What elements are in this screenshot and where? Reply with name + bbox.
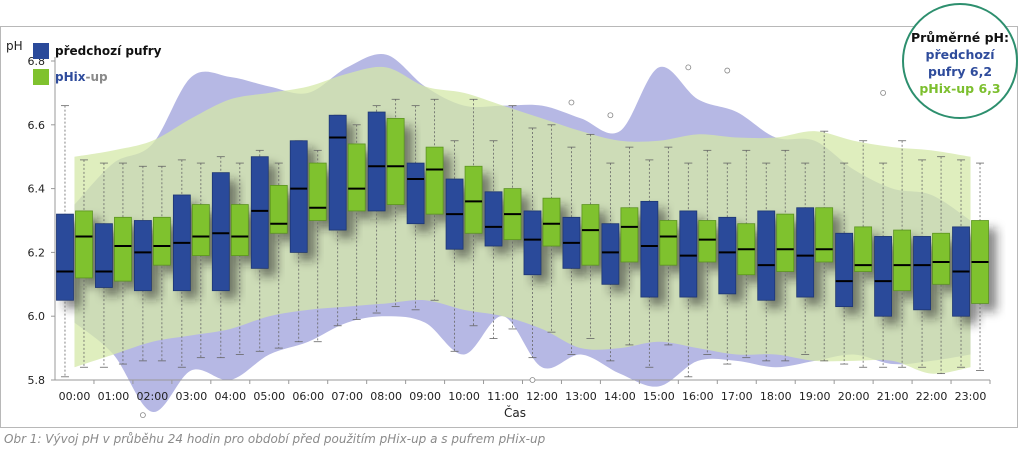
box-prev bbox=[640, 200, 659, 298]
x-tick-label: 23:00 bbox=[955, 390, 987, 403]
badge-prev-line1: předchozí bbox=[925, 47, 995, 62]
y-tick-label: 6.0 bbox=[28, 310, 46, 323]
x-tick-label: 20:00 bbox=[838, 390, 870, 403]
x-tick-label: 16:00 bbox=[682, 390, 714, 403]
box-prev bbox=[95, 223, 113, 288]
box-phix bbox=[269, 185, 288, 234]
box-prev bbox=[835, 232, 854, 308]
box-phix bbox=[114, 216, 132, 282]
x-axis-label: Čas bbox=[504, 405, 526, 420]
box-phix bbox=[75, 210, 93, 279]
box-phix bbox=[776, 213, 795, 272]
x-tick-label: 05:00 bbox=[253, 390, 285, 403]
legend-item-phix: pHix-up bbox=[33, 66, 162, 88]
outlier-point bbox=[880, 90, 887, 96]
box-phix bbox=[464, 165, 483, 234]
x-tick-label: 11:00 bbox=[487, 390, 519, 403]
box-phix bbox=[230, 204, 249, 256]
x-tick-label: 02:00 bbox=[137, 390, 169, 403]
x-tick-label: 22:00 bbox=[916, 390, 948, 403]
x-tick-label: 00:00 bbox=[59, 390, 91, 403]
box-phix bbox=[659, 220, 678, 266]
x-tick-label: 14:00 bbox=[604, 390, 636, 403]
box-prev bbox=[406, 162, 425, 225]
legend-swatch-prev bbox=[33, 43, 49, 59]
box-phix bbox=[152, 216, 171, 266]
x-tick-label: 06:00 bbox=[292, 390, 324, 403]
box-prev bbox=[757, 210, 776, 301]
box-prev bbox=[523, 210, 542, 276]
y-tick-label: 6.4 bbox=[28, 183, 46, 196]
badge-phix-line: pHix-up 6,3 bbox=[919, 81, 1001, 96]
x-tick-label: 10:00 bbox=[448, 390, 480, 403]
chart-frame bbox=[0, 26, 1018, 428]
x-tick-label: 08:00 bbox=[370, 390, 402, 403]
average-ph-badge: Průměrné pH: předchozí pufry 6,2 pHix-up… bbox=[902, 3, 1018, 119]
outlier-point bbox=[529, 377, 536, 383]
box-phix bbox=[347, 143, 366, 212]
outlier-point bbox=[139, 412, 146, 418]
x-tick-label: 04:00 bbox=[214, 390, 246, 403]
phix-up-logo: pHix-up bbox=[55, 70, 108, 84]
box-prev bbox=[211, 172, 230, 292]
badge-title: Průměrné pH: bbox=[910, 30, 1010, 45]
box-phix bbox=[893, 229, 912, 292]
box-phix bbox=[386, 118, 405, 205]
box-prev bbox=[718, 216, 737, 295]
x-tick-label: 13:00 bbox=[565, 390, 597, 403]
box-prev bbox=[796, 207, 815, 298]
box-phix bbox=[698, 220, 717, 263]
box-prev bbox=[250, 156, 269, 269]
box-phix bbox=[932, 232, 950, 285]
x-tick-label: 21:00 bbox=[877, 390, 909, 403]
box-prev bbox=[133, 220, 152, 292]
x-tick-label: 17:00 bbox=[721, 390, 753, 403]
outlier-point bbox=[724, 67, 731, 74]
box-prev bbox=[56, 213, 74, 301]
legend-swatch-phix bbox=[33, 69, 49, 85]
x-tick-label: 01:00 bbox=[98, 390, 130, 403]
x-tick-label: 07:00 bbox=[331, 390, 363, 403]
logo-main-text: pHix bbox=[55, 70, 86, 84]
box-prev bbox=[289, 140, 308, 253]
box-prev bbox=[367, 111, 386, 212]
box-phix bbox=[581, 204, 600, 266]
y-tick-label: 6.6 bbox=[28, 119, 46, 132]
x-tick-label: 03:00 bbox=[176, 390, 208, 403]
box-phix bbox=[191, 204, 210, 256]
legend-label-prev: předchozí pufry bbox=[55, 44, 162, 58]
legend-item-prev: předchozí pufry bbox=[33, 40, 162, 62]
box-phix bbox=[308, 162, 327, 221]
x-tick-label: 12:00 bbox=[526, 390, 558, 403]
y-axis-label: pH bbox=[6, 39, 23, 53]
box-prev bbox=[874, 236, 893, 317]
outlier-point bbox=[607, 112, 614, 119]
figure-caption: Obr 1: Vývoj pH v průběhu 24 hodin pro o… bbox=[4, 432, 546, 446]
outlier-point bbox=[568, 99, 575, 106]
x-tick-label: 18:00 bbox=[760, 390, 792, 403]
box-prev bbox=[913, 236, 931, 311]
box-prev bbox=[679, 210, 698, 298]
legend: předchozí pufry pHix-up bbox=[33, 40, 162, 92]
box-phix bbox=[815, 207, 834, 263]
logo-suffix-text: -up bbox=[85, 70, 108, 84]
box-phix bbox=[425, 146, 444, 215]
y-tick-label: 5.8 bbox=[28, 374, 46, 387]
box-phix bbox=[620, 207, 639, 263]
badge-prev-line2: pufry 6,2 bbox=[927, 64, 993, 79]
y-tick-label: 6.2 bbox=[28, 246, 46, 259]
box-phix bbox=[854, 226, 873, 272]
outlier-point bbox=[685, 64, 692, 71]
box-phix bbox=[542, 197, 561, 247]
box-prev bbox=[601, 223, 620, 285]
box-prev bbox=[328, 114, 347, 231]
x-tick-label: 15:00 bbox=[643, 390, 675, 403]
x-tick-label: 09:00 bbox=[409, 390, 441, 403]
box-prev bbox=[484, 191, 503, 247]
x-tick-label: 19:00 bbox=[799, 390, 831, 403]
